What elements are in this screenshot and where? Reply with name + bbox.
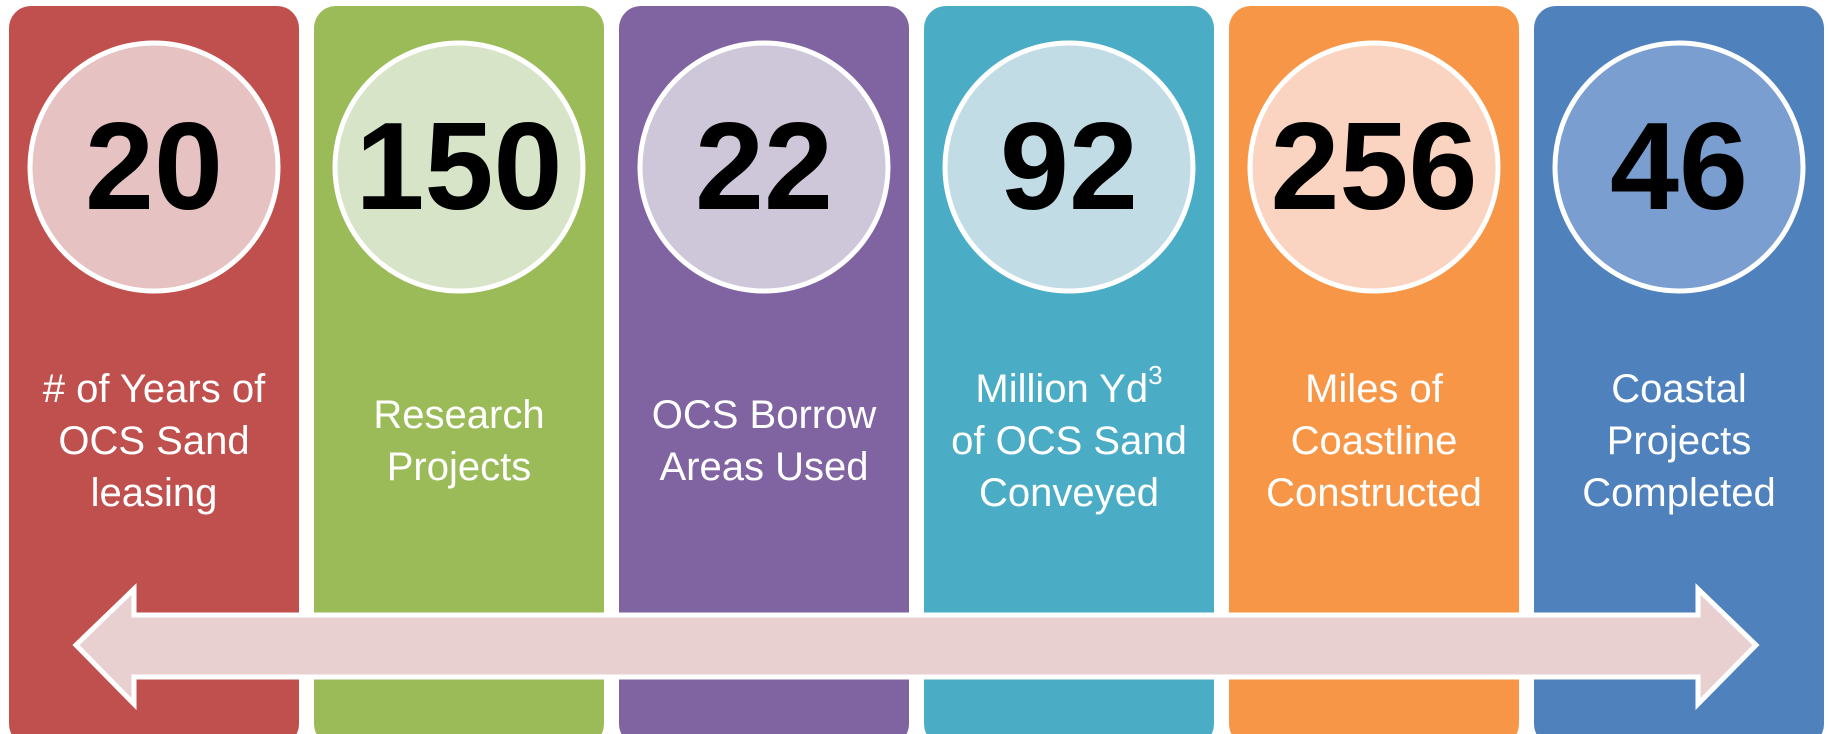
card-number: 46 bbox=[1610, 98, 1748, 236]
label-line: leasing bbox=[91, 471, 218, 515]
number-circle bbox=[637, 40, 891, 294]
card-label: OCS Sand bbox=[58, 419, 249, 463]
card-label: Projects bbox=[1607, 419, 1752, 463]
label-line: Research bbox=[373, 393, 544, 437]
number-circle bbox=[942, 40, 1196, 294]
card-label: Coastal bbox=[1611, 367, 1747, 411]
card-label: Constructed bbox=[1266, 471, 1482, 515]
card-label: Projects bbox=[387, 445, 532, 489]
card-label: OCS Borrow bbox=[652, 393, 877, 437]
card-label: of OCS Sand bbox=[951, 419, 1187, 463]
label-line: Projects bbox=[387, 445, 532, 489]
label-line: Completed bbox=[1582, 471, 1775, 515]
card-label: Conveyed bbox=[979, 471, 1159, 515]
card-label: Research bbox=[373, 393, 544, 437]
card-number: 92 bbox=[1000, 98, 1138, 236]
label-line: OCS Borrow bbox=[652, 393, 877, 437]
card-number: 150 bbox=[356, 98, 563, 236]
card-label: Completed bbox=[1582, 471, 1775, 515]
card-label: Areas Used bbox=[660, 445, 869, 489]
card-number: 256 bbox=[1271, 98, 1478, 236]
card-label: Coastline bbox=[1291, 419, 1458, 463]
number-circle bbox=[27, 40, 281, 294]
label-line: Coastal bbox=[1611, 367, 1747, 411]
label-line: of OCS Sand bbox=[951, 419, 1187, 463]
card-label: Miles of bbox=[1305, 367, 1444, 411]
card-label: leasing bbox=[91, 471, 218, 515]
superscript: 3 bbox=[1148, 360, 1162, 390]
cards: 20 # of Years of OCS Sand leasing 150 Researc… bbox=[9, 6, 1824, 734]
label-line: OCS Sand bbox=[58, 419, 249, 463]
label-line: Million Yd bbox=[975, 367, 1148, 411]
number-circle bbox=[1552, 40, 1806, 294]
card-number: 22 bbox=[695, 98, 833, 236]
label-line: Projects bbox=[1607, 419, 1752, 463]
card-label: Million Yd3 bbox=[975, 360, 1162, 411]
double-arrow bbox=[72, 583, 1760, 711]
card-label: # of Years of bbox=[43, 367, 266, 411]
label-line: # of Years of bbox=[43, 367, 266, 411]
label-line: Conveyed bbox=[979, 471, 1159, 515]
label-line: Miles of bbox=[1305, 367, 1444, 411]
number-circle bbox=[1247, 40, 1501, 294]
label-line: Constructed bbox=[1266, 471, 1482, 515]
label-line: Areas Used bbox=[660, 445, 869, 489]
card-number: 20 bbox=[85, 98, 223, 236]
number-circle bbox=[332, 40, 586, 294]
label-line: Coastline bbox=[1291, 419, 1458, 463]
